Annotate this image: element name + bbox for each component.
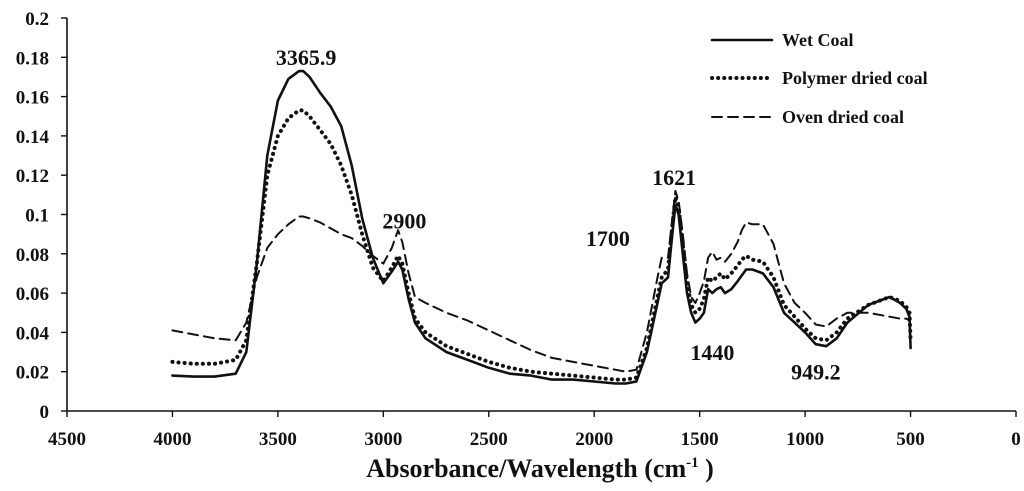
- legend-label-wet-coal: Wet Coal: [782, 30, 854, 50]
- annotation-label: 2900: [382, 208, 426, 233]
- x-tick-label: 2000: [575, 429, 613, 450]
- x-axis-label: Absorbance/Wavelength (cm-1 ): [366, 454, 714, 483]
- x-axis-ticks: 4500 4000 3500 3000 2500 2000 1500 1000 500 0: [48, 411, 1021, 450]
- legend-label-oven-dried-coal: Oven dried coal: [782, 107, 904, 127]
- y-tick-label: 0.02: [16, 363, 49, 384]
- annotation-label: 1700: [586, 226, 630, 251]
- annotation-label: 3365.9: [276, 45, 337, 70]
- x-axis-label-close: ): [699, 454, 714, 483]
- y-tick-label: 0.16: [16, 88, 49, 109]
- y-tick-label: 0.08: [16, 245, 49, 266]
- annotation-label: 1621: [652, 165, 696, 190]
- x-axis-label-superscript: -1: [686, 455, 699, 471]
- y-tick-label: 0.14: [16, 127, 50, 148]
- annotation-label: 949.2: [791, 360, 841, 385]
- annotation-label: 1440: [690, 340, 734, 365]
- y-tick-label: 0.18: [16, 48, 49, 69]
- y-axis-ticks: 0 0.02 0.04 0.06 0.08 0.1 0.12 0.14 0.16 0.18 0.2: [16, 9, 67, 423]
- x-axis-label-main: Absorbance/Wavelength (cm: [366, 454, 686, 483]
- y-tick-label: 0.2: [25, 9, 49, 30]
- y-tick-label: 0.04: [16, 323, 50, 344]
- legend: Wet Coal Polymer dried coal Oven dried coa…: [710, 30, 928, 127]
- series-line-polymer-dried-coal: [170, 108, 913, 382]
- legend-label-polymer-dried-coal: Polymer dried coal: [782, 68, 928, 88]
- y-tick-label: 0.1: [25, 206, 49, 227]
- x-tick-label: 1500: [681, 429, 719, 450]
- x-tick-label: 1000: [786, 429, 824, 450]
- x-tick-label: 3000: [364, 429, 402, 450]
- x-tick-label: 4500: [48, 429, 86, 450]
- x-tick-label: 500: [896, 429, 925, 450]
- y-tick-label: 0: [40, 402, 50, 423]
- x-tick-label: 2500: [470, 429, 508, 450]
- series-layer: [170, 69, 913, 385]
- x-tick-label: 4000: [153, 429, 191, 450]
- series-line-wet-coal: [171, 69, 912, 385]
- x-tick-label: 3500: [259, 429, 297, 450]
- y-tick-label: 0.06: [16, 284, 49, 305]
- x-tick-label: 0: [1011, 429, 1021, 450]
- series-line-oven-dried-coal: [171, 189, 912, 373]
- y-tick-label: 0.12: [16, 166, 49, 187]
- peak-annotations: 3365.9 2900 1700 1621 1440 949.2: [276, 45, 841, 384]
